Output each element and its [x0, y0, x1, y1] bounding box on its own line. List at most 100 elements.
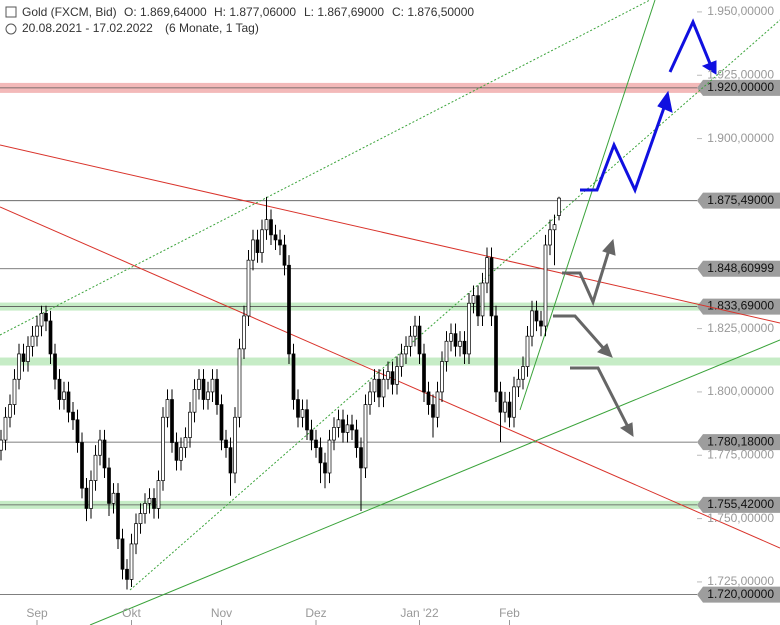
candle-body — [408, 335, 413, 347]
channel-line — [0, 0, 651, 336]
y-tick-label: 1.950,00000 — [707, 4, 774, 18]
candle-body — [507, 401, 512, 418]
channel-line — [129, 19, 780, 591]
candle-body — [462, 340, 467, 355]
candle-body — [557, 197, 561, 216]
candle-body — [12, 378, 17, 405]
candle-body — [417, 325, 422, 355]
candle-body — [228, 447, 233, 474]
candle-body — [449, 333, 453, 342]
y-tick-label: 1.750,00000 — [707, 511, 774, 525]
candle-body — [291, 353, 296, 400]
candle-body — [0, 439, 3, 451]
candle-body — [188, 411, 192, 438]
arrow-head — [597, 343, 613, 358]
trend-line — [89, 339, 780, 625]
candle-body — [183, 437, 188, 449]
candle-body — [161, 416, 165, 481]
y-tick-label: 1.825,00000 — [707, 321, 774, 335]
candle-body — [57, 378, 62, 400]
candle-body — [269, 219, 273, 236]
candle-body — [480, 282, 485, 317]
level-label: 1.720,00000 — [707, 587, 774, 601]
candle-body — [21, 353, 26, 362]
level-label: 1.780,18000 — [707, 434, 774, 448]
candle-body — [543, 244, 548, 327]
candle-body — [426, 391, 431, 405]
candle-body — [152, 497, 156, 509]
arrow — [668, 18, 713, 73]
level-tag — [697, 192, 780, 209]
candle-body — [251, 239, 255, 261]
candle-body — [372, 378, 377, 393]
candle-body — [71, 411, 75, 421]
candle-body — [287, 264, 291, 355]
candle-body — [476, 295, 480, 317]
candle-body — [413, 325, 417, 337]
candle-body — [39, 313, 44, 327]
support-zone — [0, 357, 780, 366]
y-tick-label: 1.775,00000 — [707, 447, 774, 461]
candle-body — [516, 378, 521, 388]
x-tick-label: Okt — [122, 606, 141, 620]
ohlc-open: O: 1.869,64000 — [124, 5, 207, 19]
candle-body — [143, 503, 147, 514]
candle-body — [332, 427, 336, 441]
candle-body — [467, 302, 471, 355]
candle-body — [305, 409, 309, 431]
candle-body — [404, 345, 408, 355]
candle-body — [539, 320, 543, 327]
candle-body — [363, 404, 368, 469]
candle-body — [273, 234, 278, 241]
candle-body — [84, 487, 89, 509]
candle-body — [98, 439, 102, 456]
candle-body — [318, 447, 323, 464]
level-tag — [697, 260, 780, 277]
candle-body — [381, 378, 386, 398]
candle-body — [552, 224, 557, 231]
candle-body — [309, 429, 314, 441]
level-tag — [697, 79, 780, 96]
candle-body — [503, 401, 507, 413]
candle-body — [111, 492, 116, 504]
x-tick-label: Jan '22 — [400, 606, 439, 620]
arrow-head — [619, 422, 634, 437]
candle-body — [327, 439, 332, 474]
candle-body — [359, 447, 363, 469]
arrow-head — [602, 238, 616, 256]
candle-body — [422, 353, 426, 393]
title: Gold (FXCM, Bid) — [22, 5, 117, 19]
candle-body — [165, 399, 170, 418]
candle-body — [323, 462, 327, 474]
candle-body — [435, 391, 440, 418]
candle-body — [3, 416, 8, 441]
candle-body — [282, 244, 287, 266]
level-label: 1.875,49000 — [707, 193, 774, 207]
level-tag — [697, 586, 780, 603]
candle-body — [390, 371, 395, 385]
candle-body — [354, 429, 359, 449]
candle-body — [80, 442, 84, 489]
level-label: 1.833,69000 — [707, 299, 774, 313]
trend-line — [519, 0, 656, 411]
candle-body — [489, 257, 494, 317]
candle-body — [336, 419, 341, 428]
candle-body — [215, 378, 219, 405]
candle-body — [192, 389, 197, 413]
arrow — [562, 249, 611, 307]
candle-body — [534, 310, 539, 322]
date-range: 20.08.2021 - 17.02.2022 — [22, 21, 153, 35]
clock-icon — [5, 23, 17, 35]
candle-body — [8, 404, 12, 418]
chart-icon — [5, 6, 17, 18]
candle-body — [93, 454, 98, 481]
arrow — [580, 101, 668, 194]
candle-body — [440, 361, 444, 393]
candle-body — [386, 371, 390, 380]
candle-body — [53, 353, 57, 380]
candle-body — [120, 538, 125, 570]
candle-body — [102, 439, 107, 469]
candle-body — [278, 239, 282, 246]
candle-body — [485, 257, 489, 284]
